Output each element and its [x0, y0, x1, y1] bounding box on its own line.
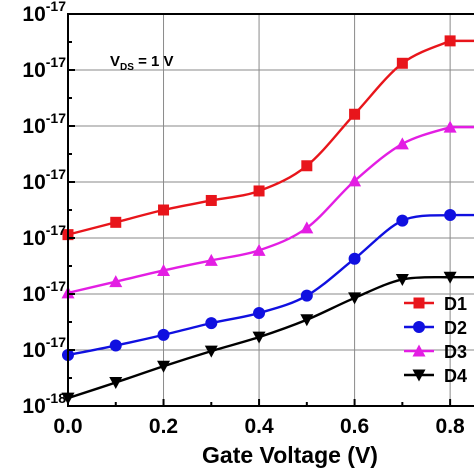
data-point-d4	[252, 331, 266, 344]
data-point-d1	[396, 57, 408, 69]
x-tick-label: 0.0	[53, 415, 82, 438]
data-point-d3	[157, 263, 171, 276]
y-tick-label: 10-17	[22, 222, 66, 250]
data-point-d2	[205, 317, 218, 330]
legend-marker-d4	[412, 369, 426, 382]
series-markers	[61, 35, 457, 405]
data-point-d4	[348, 292, 362, 305]
data-point-d1	[301, 160, 313, 172]
data-point-d3	[204, 253, 218, 266]
x-tick-label: 0.8	[436, 415, 466, 438]
data-point-d4	[157, 360, 171, 373]
y-tick-label: 10-17	[22, 278, 66, 306]
y-tick-label: 10-17	[22, 0, 66, 26]
data-point-d3	[300, 221, 314, 234]
legend-label-d2: D2	[444, 318, 467, 338]
legend-marker-d1	[413, 297, 425, 309]
x-tick-label: 0.6	[340, 415, 369, 438]
x-tick-labels: 0.0 0.2 0.4 0.6 0.8	[53, 415, 465, 438]
data-point-d2	[300, 289, 313, 302]
data-point-d4	[443, 271, 457, 284]
legend: D1 D2 D3 D4	[404, 294, 467, 386]
data-point-d3	[348, 174, 362, 187]
data-point-d3	[252, 243, 266, 256]
legend-label-d3: D3	[444, 342, 467, 362]
data-point-d1	[253, 185, 265, 197]
data-point-d1	[444, 35, 456, 47]
axis-ticks	[67, 13, 452, 407]
data-point-d2	[253, 307, 266, 320]
x-tick-label: 0.2	[149, 415, 178, 438]
y-tick-label: 10-17	[22, 166, 66, 194]
x-axis-label: Gate Voltage (V)	[202, 442, 378, 468]
data-point-d4	[204, 345, 218, 358]
data-point-d3	[109, 275, 123, 288]
y-tick-labels: 10-18 10-17 10-17 10-17 10-17 10-17 10-17 10-17	[22, 0, 66, 418]
data-point-d2	[444, 209, 457, 222]
data-point-d2	[348, 252, 361, 265]
data-point-d4	[395, 273, 409, 286]
y-tick-label: 10-17	[22, 334, 66, 362]
grid-lines	[68, 14, 474, 406]
data-point-d1	[205, 194, 217, 206]
data-point-d1	[110, 216, 122, 228]
series-line-d4	[67, 275, 474, 400]
y-tick-label: 10-18	[22, 390, 66, 418]
x-tick-label: 0.4	[244, 415, 274, 438]
data-point-d3	[395, 137, 409, 150]
y-tick-label: 10-17	[22, 110, 66, 138]
legend-label-d4: D4	[444, 366, 467, 386]
data-point-d2	[396, 214, 409, 227]
data-point-d4	[300, 314, 314, 327]
data-point-d3	[443, 120, 457, 133]
series-lines	[67, 39, 474, 400]
data-point-d1	[158, 204, 170, 216]
vds-annotation: VDS = 1 V	[110, 53, 174, 73]
data-point-d1	[349, 108, 361, 120]
series-line-d3	[67, 125, 474, 295]
data-point-d2	[109, 339, 122, 352]
data-point-d2	[157, 328, 170, 341]
y-tick-label: 10-17	[22, 54, 66, 82]
data-point-d4	[109, 376, 123, 389]
legend-marker-d2	[413, 321, 425, 333]
legend-marker-d3	[412, 344, 426, 357]
legend-label-d1: D1	[444, 294, 467, 314]
